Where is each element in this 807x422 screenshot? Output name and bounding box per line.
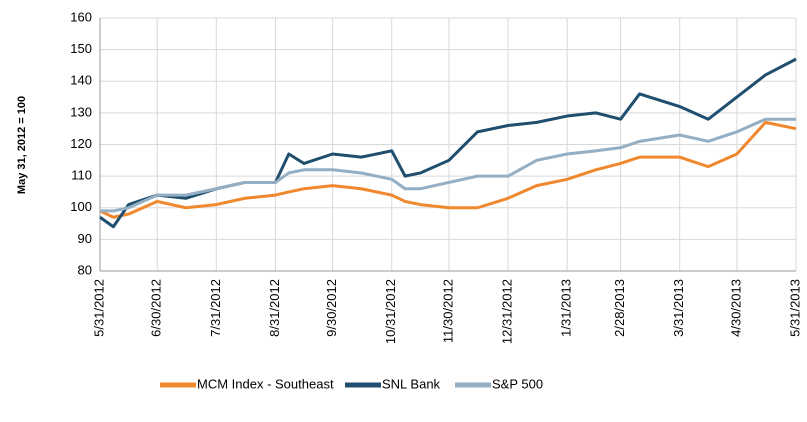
x-tick-label: 11/30/2012	[440, 279, 455, 343]
legend-label: SNL Bank	[382, 376, 441, 391]
x-tick-label: 1/31/2013	[559, 279, 574, 337]
y-tick-label: 130	[70, 104, 92, 119]
x-tick-label: 7/31/2012	[208, 279, 223, 337]
y-axis-label: May 31, 2012 = 100	[16, 96, 28, 194]
y-tick-label: 120	[70, 136, 92, 151]
x-tick-label: 12/31/2012	[500, 279, 515, 344]
y-tick-label: 90	[78, 231, 92, 246]
y-tick-label: 160	[70, 9, 92, 24]
x-tick-label: 8/31/2012	[267, 279, 282, 337]
legend-label: S&P 500	[492, 376, 543, 391]
series-line	[99, 120, 797, 219]
x-tick-label: 5/31/2013	[787, 279, 802, 337]
y-tick-label: 140	[70, 73, 92, 88]
x-tick-label: 2/28/2013	[612, 279, 627, 337]
x-tick-label: 10/31/2012	[383, 279, 398, 344]
y-tick-label: 100	[70, 199, 92, 214]
x-tick-label: 9/30/2012	[324, 279, 339, 337]
x-tick-label: 5/31/2012	[91, 279, 106, 337]
x-tick-label: 4/30/2013	[728, 279, 743, 337]
series-line	[100, 117, 796, 213]
x-tick-label: 6/30/2012	[149, 279, 164, 337]
series-line	[99, 57, 797, 229]
y-tick-label: 150	[70, 41, 92, 56]
x-tick-label: 3/31/2013	[671, 279, 686, 337]
y-tick-label: 80	[78, 262, 92, 277]
legend-label: MCM Index - Southeast	[197, 376, 334, 391]
y-tick-label: 110	[71, 168, 92, 183]
